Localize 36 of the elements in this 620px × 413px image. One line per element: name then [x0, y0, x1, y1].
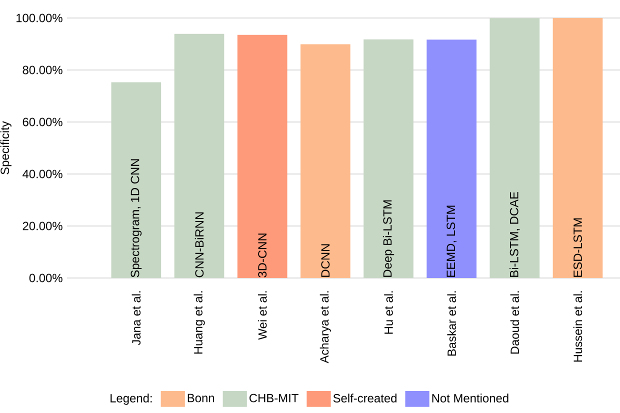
legend-label: CHB-MIT [250, 394, 298, 402]
bar [300, 44, 350, 278]
x-tick-label: Wei et al. [258, 291, 267, 340]
bar [490, 18, 540, 278]
y-tick-label: 60.00% [22, 118, 62, 126]
x-tick-label: Acharya et al. [320, 291, 331, 364]
x-tick-label: Baskar et al. [447, 291, 456, 356]
annotation: CNN-BiRNN [194, 212, 204, 278]
bar [552, 18, 603, 278]
legend-label: Self-created [333, 394, 396, 402]
annotation: 3D-CNN [258, 234, 267, 278]
annotation: EEMD, LSTM [446, 206, 457, 277]
bar [426, 40, 476, 278]
x-tick-label: Jana et al. [132, 291, 141, 346]
y-tick-label: 0.00% [29, 274, 62, 282]
x-tick-label: Daoud et al. [510, 291, 520, 354]
y-tick-label: 80.00% [22, 66, 62, 74]
annotation: DCNN [321, 244, 330, 277]
bar [111, 82, 162, 278]
x-tick-label: Hussein et al. [573, 291, 582, 362]
x-tick-label: Huang et al. [194, 291, 205, 354]
y-tick-label: 100.00% [16, 14, 62, 22]
y-tick-label: 40.00% [22, 170, 62, 178]
annotation: Bi-LSTM, DCAE [510, 192, 520, 277]
legend-title: Legend: [110, 394, 152, 405]
annotation: ESD-LSTM [574, 218, 582, 277]
bar [237, 34, 288, 278]
legend-label: Not Mentioned [432, 394, 508, 402]
y-axis-title: Specificity [0, 121, 12, 174]
y-tick-label: 20.00% [22, 222, 62, 230]
bar [174, 34, 224, 278]
legend-label: Bonn [188, 394, 214, 402]
bar [364, 39, 414, 278]
x-tick-label: Hu et al. [384, 291, 393, 334]
annotation: Deep Bi-LSTM [382, 200, 394, 277]
annotation: Spectrogram, 1D CNN [130, 159, 142, 278]
